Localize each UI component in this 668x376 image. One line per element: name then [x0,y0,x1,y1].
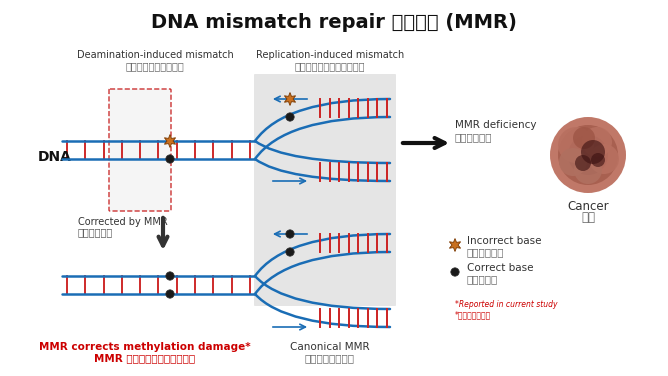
Circle shape [166,290,174,298]
Text: Replication-induced mismatch: Replication-induced mismatch [256,50,404,60]
Circle shape [568,135,608,175]
Circle shape [589,144,619,174]
Circle shape [573,127,595,149]
Polygon shape [450,238,461,252]
Polygon shape [285,92,296,106]
Text: MMR corrects methylation damage*: MMR corrects methylation damage* [39,342,250,352]
Circle shape [166,272,174,280]
Text: MMR 修復甲基化誤導的損傷＊: MMR 修復甲基化誤導的損傷＊ [94,353,196,363]
Circle shape [575,155,591,171]
FancyBboxPatch shape [254,74,396,306]
Circle shape [550,117,626,193]
Text: *Reported in current study: *Reported in current study [455,300,558,309]
Circle shape [558,127,594,163]
Text: 不正確的域基: 不正確的域基 [467,247,504,257]
Text: 錯配修復功能: 錯配修復功能 [78,227,114,237]
Circle shape [286,113,294,121]
FancyBboxPatch shape [109,89,171,211]
Text: Deamination-induced mismatch: Deamination-induced mismatch [77,50,233,60]
Text: 正確的域基: 正確的域基 [467,274,498,284]
Text: Correct base: Correct base [467,263,534,273]
Text: 腫瘼: 腫瘼 [581,211,595,224]
Circle shape [286,230,294,238]
Text: Cancer: Cancer [567,200,609,213]
Polygon shape [164,135,176,147]
Text: *由當前研究報告: *由當前研究報告 [455,310,491,319]
Circle shape [582,127,612,157]
Circle shape [591,153,605,167]
Text: Corrected by MMR: Corrected by MMR [78,217,168,227]
Circle shape [558,125,618,185]
Text: Incorrect base: Incorrect base [467,236,542,246]
Text: 錯配修復缺陯: 錯配修復缺陯 [455,132,492,142]
Circle shape [559,148,587,176]
Circle shape [286,248,294,256]
Circle shape [581,140,605,164]
Text: DNA: DNA [38,150,72,164]
Text: 脂氨基誤導的域基錯配: 脂氨基誤導的域基錯配 [126,61,184,71]
Text: DNA mismatch repair 錯配修復 (MMR): DNA mismatch repair 錯配修復 (MMR) [151,13,517,32]
Circle shape [451,268,459,276]
Text: 複製過程中引入的域基錯配: 複製過程中引入的域基錯配 [295,61,365,71]
Text: MMR deficiency: MMR deficiency [455,120,536,130]
Text: Canonical MMR: Canonical MMR [290,342,370,352]
Circle shape [574,156,602,184]
Text: 常規錯配修復功能: 常規錯配修復功能 [305,353,355,363]
Circle shape [166,155,174,163]
